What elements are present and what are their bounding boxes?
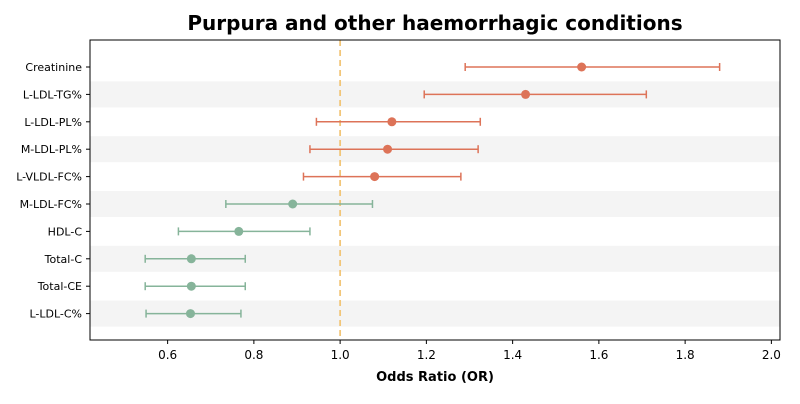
x-tick-label: 1.4 <box>503 348 522 362</box>
row-band <box>90 191 780 217</box>
y-tick-label: HDL-C <box>48 225 83 238</box>
y-tick-label: L-VLDL-FC% <box>16 171 82 184</box>
y-tick-label: M-LDL-PL% <box>21 143 82 156</box>
or-point <box>234 226 244 236</box>
or-point <box>186 281 196 291</box>
y-tick-label: L-LDL-TG% <box>23 88 82 101</box>
y-tick-label: L-LDL-PL% <box>24 116 82 129</box>
or-point <box>288 199 298 209</box>
y-axis: Creatinine L-LDL-TG% L-LDL-PL% M-LDL-PL% L-V… <box>16 61 90 321</box>
x-tick-label: 0.8 <box>244 348 263 362</box>
or-point <box>577 62 587 72</box>
x-axis: 0.6 0.8 1.0 1.2 1.4 1.6 1.8 2.0 <box>158 340 781 362</box>
y-tick-label: Total-CE <box>37 280 82 293</box>
x-tick-label: 1.6 <box>589 348 608 362</box>
y-tick-label: Total-C <box>44 253 83 266</box>
x-tick-label: 0.6 <box>158 348 177 362</box>
x-tick-label: 1.8 <box>676 348 695 362</box>
x-tick-label: 2.0 <box>762 348 781 362</box>
or-point <box>387 117 397 127</box>
x-tick-label: 1.0 <box>331 348 350 362</box>
or-point <box>521 89 531 99</box>
y-tick-label: Creatinine <box>25 61 82 74</box>
x-axis-label: Odds Ratio (OR) <box>376 370 494 385</box>
y-tick-label: M-LDL-FC% <box>20 198 82 211</box>
chart-marks <box>144 62 721 319</box>
y-tick-label: L-LDL-C% <box>29 308 82 321</box>
chart-title: Purpura and other haemorrhagic condition… <box>187 11 682 35</box>
plot-frame <box>89 39 781 341</box>
or-point <box>186 254 196 264</box>
x-tick-label: 1.2 <box>417 348 436 362</box>
or-point <box>383 144 393 154</box>
or-point <box>185 309 195 319</box>
or-point <box>370 172 380 182</box>
